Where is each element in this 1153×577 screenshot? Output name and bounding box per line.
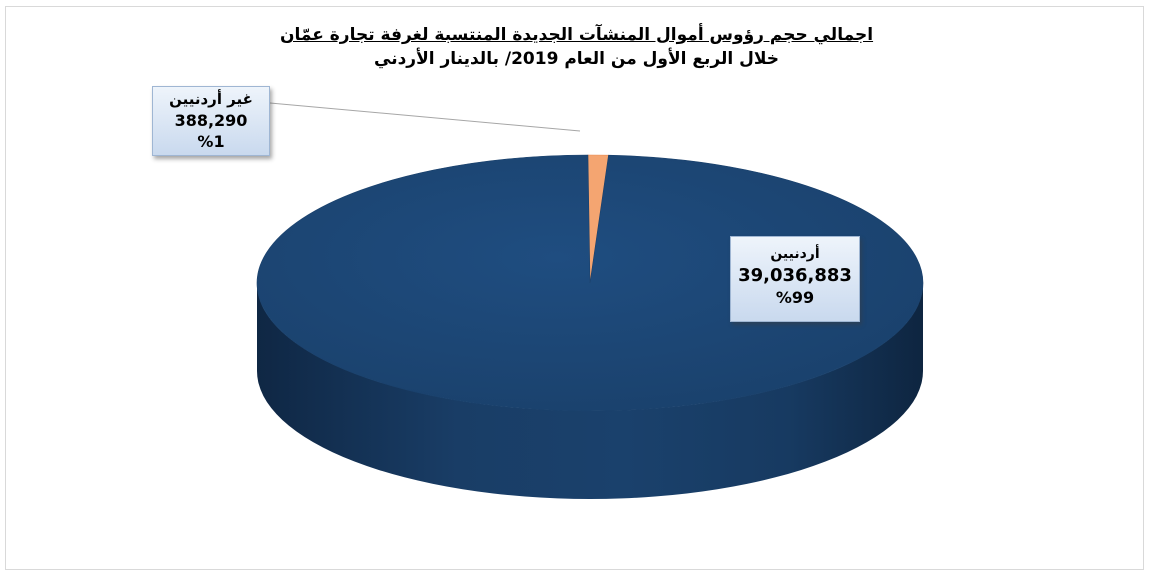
pie-side-wall: [257, 283, 923, 499]
data-label-percent: %99: [775, 288, 815, 307]
chart-title: اجمالي حجم رؤوس أموال المنشآت الجديدة ال…: [279, 25, 874, 45]
data-label-percent: %1: [197, 132, 225, 151]
data-label-value: 388,290: [174, 111, 248, 130]
data-label-jordanian: أردنيين 39,036,883 %99: [730, 236, 860, 322]
data-label-name: أردنيين: [770, 246, 820, 262]
chart-subtitle: خلال الربع الأول من العام 2019/ بالدينار…: [374, 49, 779, 69]
leader-line: [269, 102, 581, 132]
data-label-name: غير أردنيين: [169, 90, 253, 108]
pie-slice-jordanian: [256, 154, 924, 412]
data-label-value: 39,036,883: [738, 265, 852, 286]
data-label-non-jordanian: غير أردنيين 388,290 %1: [152, 86, 270, 156]
